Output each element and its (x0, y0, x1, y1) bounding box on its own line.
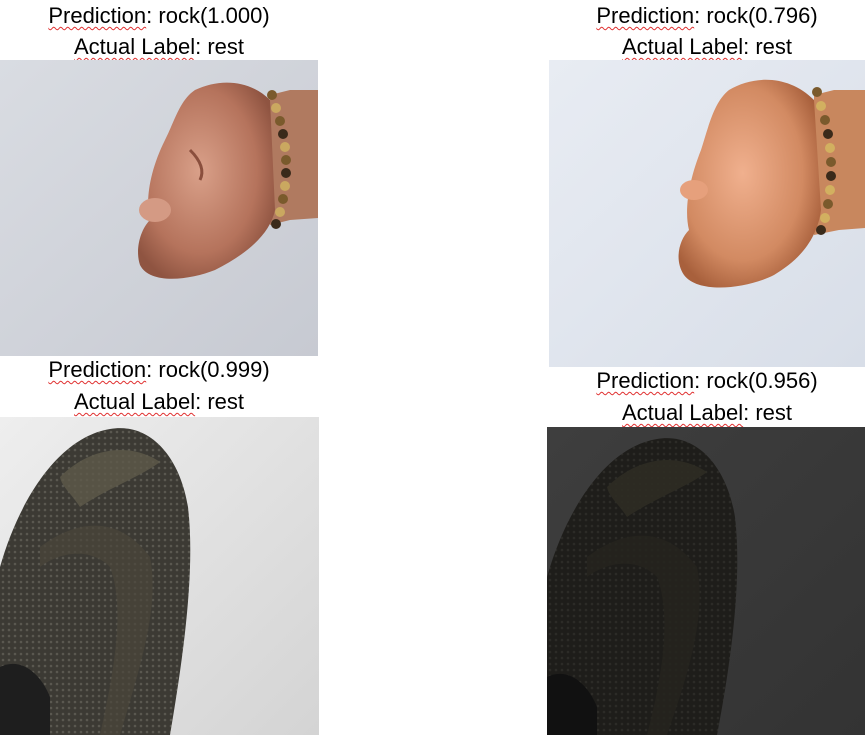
prediction-word: Prediction (48, 3, 147, 28)
actual-value: : rest (195, 389, 244, 414)
hand-photo (0, 60, 318, 356)
actual-label-caption: Actual Label: rest (0, 386, 318, 418)
prediction-word: Prediction (48, 357, 147, 382)
prediction-value: : rock(0.796) (694, 3, 818, 28)
shoe-photo (547, 427, 865, 735)
prediction-word: Prediction (596, 368, 695, 393)
actual-value: : rest (195, 34, 244, 59)
hand-photo (549, 60, 865, 367)
actual-word: Actual Label (622, 400, 744, 425)
prediction-value: : rock(0.999) (146, 357, 270, 382)
prediction-caption: Prediction: rock(0.796) (549, 0, 865, 32)
actual-value: : rest (743, 400, 792, 425)
actual-value: : rest (743, 34, 792, 59)
actual-word: Actual Label (622, 34, 744, 59)
actual-label-caption: Actual Label: rest (0, 31, 318, 63)
prediction-caption: Prediction: rock(0.956) (549, 365, 865, 397)
actual-word: Actual Label (74, 34, 196, 59)
prediction-word: Prediction (596, 3, 695, 28)
shoe-photo (0, 417, 319, 735)
actual-word: Actual Label (74, 389, 196, 414)
prediction-value: : rock(0.956) (694, 368, 818, 393)
actual-label-caption: Actual Label: rest (549, 31, 865, 63)
prediction-caption: Prediction: rock(0.999) (0, 354, 318, 386)
prediction-caption: Prediction: rock(1.000) (0, 0, 318, 32)
actual-label-caption: Actual Label: rest (549, 397, 865, 429)
prediction-value: : rock(1.000) (146, 3, 270, 28)
